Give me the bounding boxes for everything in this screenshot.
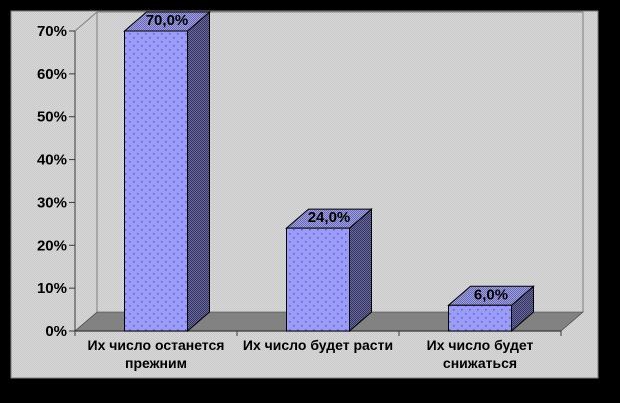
y-axis-label: 30% bbox=[37, 194, 67, 211]
data-label-0: 70,0% bbox=[146, 12, 189, 29]
category-label-0: Их число останется bbox=[88, 337, 225, 353]
y-axis-label: 0% bbox=[45, 323, 67, 340]
y-axis-label: 50% bbox=[37, 109, 67, 126]
category-label-2: снижаться bbox=[443, 355, 517, 371]
data-label-2: 6,0% bbox=[474, 286, 508, 303]
bar-1-side-face[interactable] bbox=[349, 208, 372, 333]
chart-render-root: 0% 10% 20% 30% 40% 50% 60% 70% 70,0% 24,0% 6,0% Их … bbox=[10, 10, 599, 379]
category-label-0: прежним bbox=[125, 355, 187, 371]
bar-0-side-face[interactable] bbox=[187, 10, 210, 333]
y-axis-label: 10% bbox=[37, 280, 67, 297]
bar-1-front-face[interactable] bbox=[286, 227, 350, 332]
perspective-edge bbox=[74, 11, 98, 32]
y-axis-label: 20% bbox=[37, 237, 67, 254]
category-label-1: Их число будет расти bbox=[243, 337, 393, 353]
y-axis-label: 40% bbox=[37, 152, 67, 169]
bar-0-front-face[interactable] bbox=[124, 30, 188, 332]
data-label-1: 24,0% bbox=[308, 209, 351, 226]
category-label-2: Их число будет bbox=[427, 337, 534, 353]
y-axis-label: 70% bbox=[37, 23, 67, 40]
y-axis-label: 60% bbox=[37, 66, 67, 83]
bar-2-front-face[interactable] bbox=[448, 304, 512, 332]
